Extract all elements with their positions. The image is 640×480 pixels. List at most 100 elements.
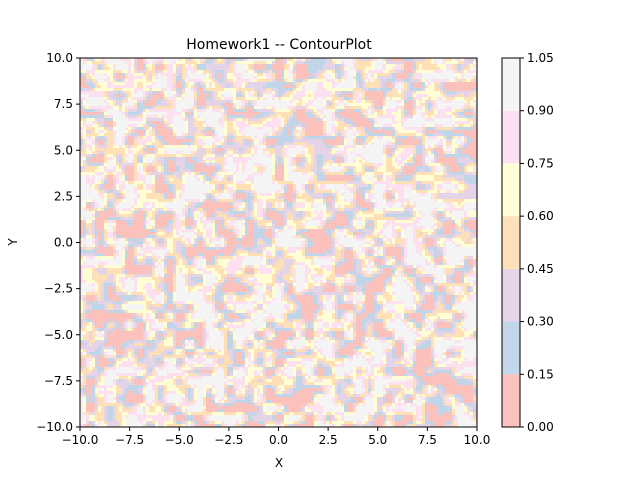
contour-cell <box>134 121 138 125</box>
contour-cell <box>197 145 201 149</box>
contour-cell <box>443 103 447 107</box>
contour-cell <box>113 61 117 65</box>
contour-cell <box>407 79 411 83</box>
contour-cell <box>461 115 465 119</box>
contour-cell <box>275 109 279 113</box>
contour-cell <box>299 145 303 149</box>
contour-cell <box>374 154 378 158</box>
contour-cell <box>86 91 90 95</box>
contour-cell <box>437 127 441 131</box>
contour-cell <box>383 166 387 170</box>
contour-cell <box>446 58 450 62</box>
contour-cell <box>209 91 213 95</box>
contour-cell <box>110 103 114 107</box>
contour-cell <box>344 100 348 104</box>
contour-cell <box>113 163 117 167</box>
contour-cell <box>275 151 279 155</box>
contour-cell <box>116 112 120 116</box>
contour-cell <box>278 82 282 86</box>
contour-cell <box>164 139 168 143</box>
contour-cell <box>128 97 132 101</box>
contour-cell <box>386 124 390 128</box>
contour-cell <box>362 163 366 167</box>
contour-cell <box>284 157 288 161</box>
contour-cell <box>266 82 270 86</box>
contour-cell <box>398 136 402 140</box>
contour-cell <box>212 169 216 173</box>
contour-cell <box>251 136 255 140</box>
contour-cell <box>155 70 159 74</box>
contour-cell <box>110 142 114 146</box>
contour-cell <box>431 136 435 140</box>
contour-cell <box>317 163 321 167</box>
contour-cell <box>443 100 447 104</box>
contour-cell <box>377 118 381 122</box>
contour-cell <box>371 109 375 113</box>
contour-cell <box>437 58 441 62</box>
contour-cell <box>206 58 210 62</box>
contour-cell <box>110 67 114 71</box>
contour-cell <box>239 139 243 143</box>
contour-cell <box>107 70 111 74</box>
contour-cell <box>113 157 117 161</box>
contour-cell <box>224 103 228 107</box>
contour-cell <box>245 109 249 113</box>
contour-cell <box>458 73 462 77</box>
contour-cell <box>83 127 87 131</box>
contour-cell <box>440 121 444 125</box>
contour-cell <box>431 166 435 170</box>
contour-cell <box>386 133 390 137</box>
contour-cell <box>188 91 192 95</box>
contour-cell <box>89 151 93 155</box>
contour-cell <box>338 133 342 137</box>
contour-cell <box>473 103 477 107</box>
contour-cell <box>200 82 204 86</box>
contour-cell <box>455 151 459 155</box>
contour-cell <box>464 58 468 62</box>
contour-cell <box>260 142 264 146</box>
contour-cell <box>467 88 471 92</box>
contour-cell <box>332 64 336 68</box>
contour-cell <box>248 133 252 137</box>
contour-cell <box>257 130 261 134</box>
contour-cell <box>449 103 453 107</box>
contour-cell <box>392 133 396 137</box>
contour-cell <box>188 112 192 116</box>
contour-cell <box>131 58 135 62</box>
contour-cell <box>356 76 360 80</box>
contour-cell <box>338 61 342 65</box>
contour-cell <box>329 88 333 92</box>
contour-cell <box>218 130 222 134</box>
contour-cell <box>323 100 327 104</box>
contour-cell <box>398 106 402 110</box>
contour-cell <box>269 79 273 83</box>
contour-cell <box>119 103 123 107</box>
contour-cell <box>413 88 417 92</box>
contour-cell <box>329 94 333 98</box>
contour-cell <box>248 145 252 149</box>
contour-cell <box>458 85 462 89</box>
contour-cell <box>422 76 426 80</box>
contour-cell <box>314 121 318 125</box>
contour-cell <box>353 103 357 107</box>
contour-cell <box>194 85 198 89</box>
contour-cell <box>98 73 102 77</box>
contour-cell <box>122 97 126 101</box>
contour-cell <box>443 61 447 65</box>
contour-cell <box>413 76 417 80</box>
contour-cell <box>224 64 228 68</box>
contour-cell <box>404 163 408 167</box>
contour-cell <box>359 76 363 80</box>
contour-cell <box>380 88 384 92</box>
contour-cell <box>101 166 105 170</box>
contour-cell <box>152 154 156 158</box>
contour-cell <box>158 76 162 80</box>
contour-cell <box>410 94 414 98</box>
contour-cell <box>461 127 465 131</box>
contour-cell <box>131 94 135 98</box>
contour-cell <box>434 163 438 167</box>
contour-cell <box>140 106 144 110</box>
contour-cell <box>218 148 222 152</box>
contour-cell <box>269 163 273 167</box>
contour-cell <box>407 145 411 149</box>
